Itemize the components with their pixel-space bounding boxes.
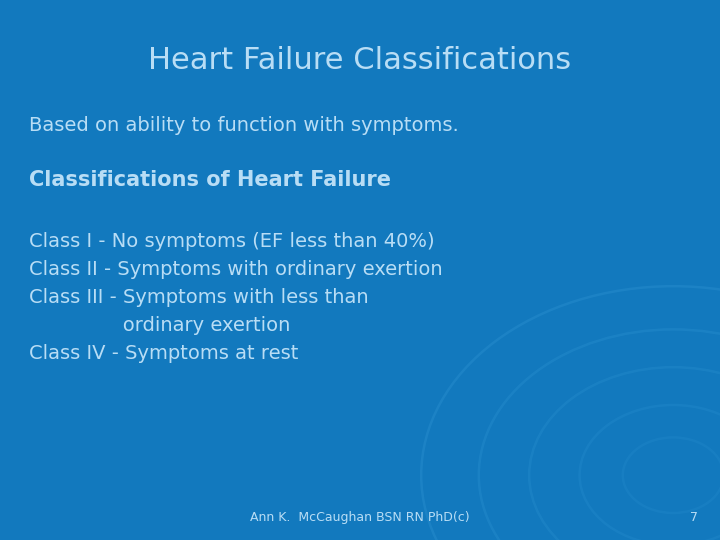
Text: 7: 7	[690, 511, 698, 524]
Text: Ann K.  McCaughan BSN RN PhD(c): Ann K. McCaughan BSN RN PhD(c)	[250, 511, 470, 524]
Text: Class I - No symptoms (EF less than 40%)
Class II - Symptoms with ordinary exert: Class I - No symptoms (EF less than 40%)…	[29, 232, 442, 363]
Text: Based on ability to function with symptoms.: Based on ability to function with sympto…	[29, 116, 459, 135]
Text: Heart Failure Classifications: Heart Failure Classifications	[148, 46, 572, 75]
Text: Classifications of Heart Failure: Classifications of Heart Failure	[29, 170, 391, 190]
